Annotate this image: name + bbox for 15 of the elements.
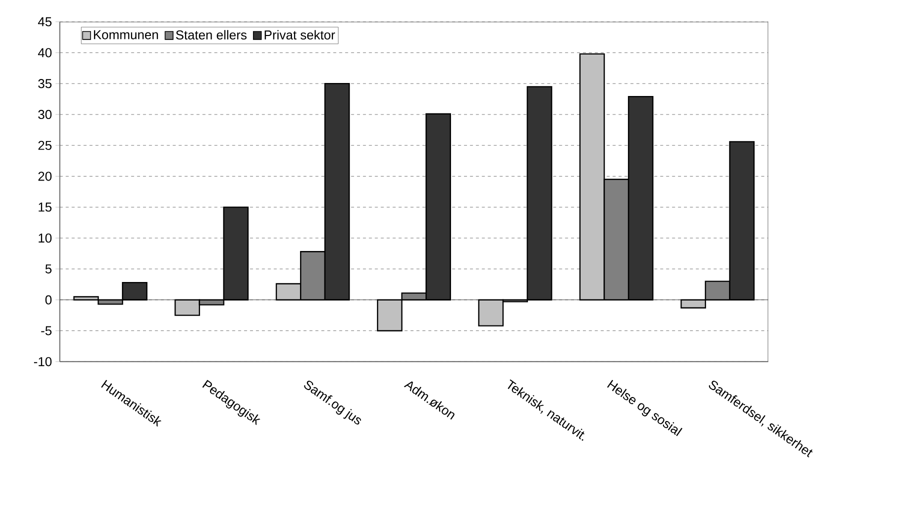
y-tick-label: 10 [38,233,52,243]
y-tick-label: -5 [41,326,52,336]
y-tick-label: 20 [38,172,52,181]
legend-label: Kommunen [94,30,158,40]
y-tick-label: 5 [45,264,52,274]
legend-label: Staten ellers [176,30,247,40]
y-tick-label: 30 [38,110,52,119]
y-tick-label: 25 [38,140,52,150]
y-tick-label: 15 [38,202,52,212]
y-tick-label: 0 [45,295,52,304]
y-tick-label: 35 [38,78,52,88]
y-tick-label: 45 [38,17,52,26]
y-tick-label: -10 [34,356,52,366]
y-tick-label: 40 [38,48,52,58]
legend-label: Privat sektor [264,30,336,40]
